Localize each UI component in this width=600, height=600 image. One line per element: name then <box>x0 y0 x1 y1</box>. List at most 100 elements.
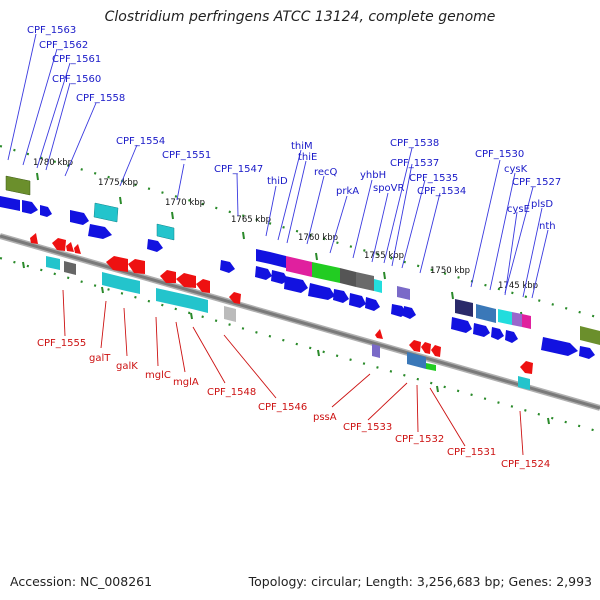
gene-feature <box>66 242 74 252</box>
gene-feature <box>224 306 236 322</box>
gene-feature <box>156 223 175 241</box>
gene-label-cpf-1535: CPF_1535 <box>409 173 458 184</box>
reverse-gene-labels: CPF_1555 galT galK mglC mglA CPF_1548 CP… <box>37 338 550 470</box>
gene-label-nth: nth <box>539 221 556 232</box>
gene-feature <box>473 323 490 337</box>
gene-feature <box>403 306 416 319</box>
gene-feature <box>375 329 383 339</box>
gene-label-recq: recQ <box>314 167 338 178</box>
tick-label: 1780 kbp <box>33 158 73 168</box>
reverse-leader-lines <box>62 289 524 456</box>
gene-feature <box>407 352 426 369</box>
gene-feature <box>431 345 441 357</box>
gene-feature <box>365 297 380 311</box>
gene-label-mglc: mglC <box>145 370 171 381</box>
gene-feature <box>0 196 20 211</box>
gene-label-yhbh: yhbH <box>360 170 386 181</box>
gene-label-mgla: mglA <box>173 377 199 388</box>
gene-label-cpf-1548: CPF_1548 <box>207 387 256 398</box>
gene-feature <box>455 299 473 317</box>
gene-feature <box>270 252 286 268</box>
gene-label-thim: thiM <box>291 141 313 152</box>
gene-feature <box>156 288 192 309</box>
gene-label-cpf-1561: CPF_1561 <box>52 54 101 65</box>
gene-feature <box>52 238 66 251</box>
forward-genes <box>0 175 600 359</box>
gene-label-cpf-1538: CPF_1538 <box>390 138 439 149</box>
gene-feature <box>46 256 60 270</box>
gene-feature <box>580 326 600 345</box>
gene-feature <box>70 210 89 225</box>
gene-label-cpf-1547: CPF_1547 <box>214 164 263 175</box>
tick-label: 1770 kbp <box>165 198 205 208</box>
gene-label-galk: galK <box>116 361 138 372</box>
gene-feature <box>88 224 112 239</box>
gene-feature <box>505 330 518 343</box>
gene-label-spovr: spoVR <box>373 183 405 194</box>
gene-label-cysk: cysK <box>504 164 528 175</box>
gene-feature <box>196 279 210 293</box>
gene-feature <box>333 289 349 303</box>
gene-label-cpf-1532: CPF_1532 <box>395 434 444 445</box>
gene-feature <box>128 259 145 274</box>
gene-label-cpf-1537: CPF_1537 <box>390 158 439 169</box>
gene-label-cpf-1531: CPF_1531 <box>447 447 496 458</box>
gene-label-cpf-1555: CPF_1555 <box>37 338 86 349</box>
gene-label-cpf-1527: CPF_1527 <box>512 177 561 188</box>
gene-feature <box>312 262 340 283</box>
gene-feature <box>147 239 163 252</box>
gene-feature <box>160 270 176 283</box>
gene-feature <box>349 293 366 308</box>
gene-feature <box>255 266 272 280</box>
tick-label: 1760 kbp <box>298 233 338 243</box>
gene-feature <box>374 279 382 293</box>
gene-feature <box>451 317 472 333</box>
gene-label-pssa: pssA <box>313 412 337 423</box>
gene-feature <box>340 268 356 287</box>
gene-feature <box>5 175 31 196</box>
tick-labels: 1780 kbp 1775 kbp 1770 kbp 1765 kbp 1760… <box>33 158 538 291</box>
gene-label-plsd: plsD <box>531 199 553 210</box>
gene-label-cpf-1558: CPF_1558 <box>76 93 125 104</box>
gene-feature <box>106 256 128 272</box>
gene-label-cpf-1534: CPF_1534 <box>417 186 466 197</box>
gene-feature <box>229 292 241 304</box>
gene-label-thid: thiD <box>267 176 288 187</box>
accession-text: Accession: NC_008261 <box>10 574 153 589</box>
gene-feature <box>421 342 431 354</box>
gene-feature <box>176 273 196 288</box>
gene-label-cyse: cysE <box>507 204 530 215</box>
gene-label-cpf-1554: CPF_1554 <box>116 136 165 147</box>
map-title: Clostridium perfringens ATCC 13124, comp… <box>104 9 496 25</box>
forward-leader-lines <box>7 33 549 299</box>
reverse-genes <box>30 233 533 390</box>
genome-backbone <box>0 233 600 411</box>
major-ticks <box>22 172 550 425</box>
genome-summary-text: Topology: circular; Length: 3,256,683 bp… <box>248 574 592 589</box>
gene-feature <box>356 272 374 291</box>
gene-label-cpf-1530: CPF_1530 <box>475 149 524 160</box>
gene-label-cpf-1551: CPF_1551 <box>162 150 211 161</box>
gene-label-cpf-1524: CPF_1524 <box>501 459 550 470</box>
gene-feature <box>93 202 119 223</box>
gene-feature <box>498 309 512 325</box>
gene-feature <box>102 272 122 290</box>
gene-label-cpf-1562: CPF_1562 <box>39 40 88 51</box>
tick-label: 1750 kbp <box>430 266 470 276</box>
tick-label: 1775 kbp <box>98 178 138 188</box>
gene-feature <box>220 260 235 273</box>
gene-feature <box>30 233 38 244</box>
gene-feature <box>122 277 140 294</box>
gene-feature <box>491 327 504 340</box>
gene-feature <box>426 363 436 371</box>
forward-gene-labels: CPF_1563 CPF_1562 CPF_1561 CPF_1560 CPF_… <box>27 25 561 232</box>
gene-feature <box>284 276 308 293</box>
gene-feature <box>397 286 410 300</box>
gene-feature <box>391 304 407 317</box>
gene-feature <box>271 270 288 284</box>
tick-label: 1765 kbp <box>231 215 271 225</box>
gene-feature <box>372 344 380 358</box>
gene-label-prka: prkA <box>336 186 359 197</box>
gene-feature <box>579 346 595 359</box>
